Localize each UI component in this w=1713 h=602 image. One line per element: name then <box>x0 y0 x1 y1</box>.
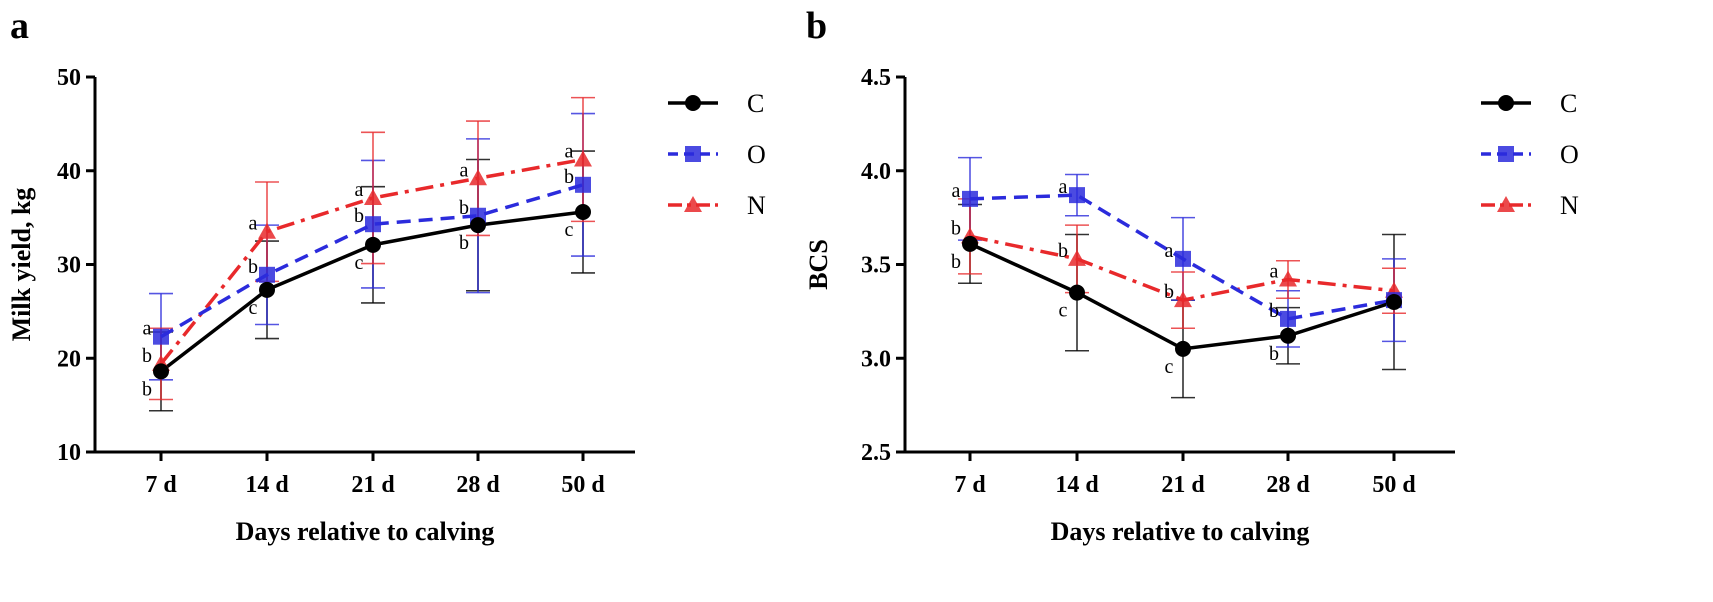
significance-letter: c <box>565 219 574 241</box>
legend-label: N <box>1560 191 1579 220</box>
data-point-c <box>1069 284 1085 301</box>
series-line-n <box>159 157 584 365</box>
significance-letter: c <box>355 252 364 274</box>
legend-marker-c <box>685 95 701 111</box>
y-tick-label: 3.0 <box>861 346 891 372</box>
series-line-c <box>159 210 584 373</box>
significance-letter: b <box>354 205 364 227</box>
data-point-o <box>365 216 381 233</box>
significance-letter: a <box>355 179 364 201</box>
significance-letter: b <box>1164 281 1174 303</box>
series-line-n <box>969 234 1395 302</box>
data-point-c <box>575 204 591 220</box>
data-point-c <box>1386 294 1402 310</box>
data-point-c <box>153 363 169 380</box>
significance-letter: b <box>1058 240 1068 262</box>
data-point-c <box>962 235 978 252</box>
y-tick-label: 10 <box>57 440 81 466</box>
significance-letter: b <box>951 217 961 239</box>
significance-letter: a <box>1270 261 1279 283</box>
x-tick-label: 50 d <box>561 472 605 498</box>
significance-letter: b <box>1269 343 1279 365</box>
significance-letter: c <box>1165 356 1174 378</box>
data-point-o <box>1069 187 1085 204</box>
y-tick-label: 2.5 <box>861 440 891 466</box>
y-axis-title: Milk yield, kg <box>7 188 36 342</box>
y-tick-label: 20 <box>57 346 81 372</box>
panel-letter: a <box>10 5 29 47</box>
legend-marker-c <box>1498 95 1514 111</box>
significance-letter: b <box>142 345 152 367</box>
data-point-c <box>1280 327 1296 344</box>
x-tick-label: 7 d <box>954 472 986 498</box>
significance-letter: b <box>142 378 152 400</box>
data-point-c <box>365 236 381 253</box>
data-point-o <box>153 328 169 345</box>
significance-letter: a <box>1059 176 1068 198</box>
data-point-o <box>575 176 591 193</box>
x-tick-label: 7 d <box>145 472 177 498</box>
x-tick-label: 14 d <box>245 472 289 498</box>
significance-letter: a <box>565 141 574 163</box>
y-tick-label: 40 <box>57 159 81 185</box>
data-point-o <box>1175 250 1191 267</box>
significance-letter: a <box>460 159 469 181</box>
data-point-n <box>364 188 382 205</box>
x-tick-label: 50 d <box>1372 472 1416 498</box>
legend-marker-o <box>1498 146 1514 162</box>
y-tick-label: 3.5 <box>861 253 891 279</box>
significance-letter: c <box>249 297 258 319</box>
y-axis-title: BCS <box>804 239 833 290</box>
data-point-o <box>962 190 978 207</box>
x-tick-label: 28 d <box>456 472 500 498</box>
legend-label: O <box>1560 140 1579 169</box>
y-tick-label: 30 <box>57 253 81 279</box>
series-line-o <box>160 183 584 339</box>
data-point-c <box>1175 340 1191 357</box>
legend-label: N <box>747 191 766 220</box>
data-point-o <box>1280 310 1296 327</box>
significance-letter: b <box>248 256 258 278</box>
significance-letter: a <box>143 318 152 340</box>
x-tick-label: 14 d <box>1055 472 1099 498</box>
legend-label: C <box>1560 89 1577 118</box>
data-point-n <box>574 150 592 167</box>
significance-letter: a <box>249 213 258 235</box>
legend-label: C <box>747 89 764 118</box>
x-tick-label: 28 d <box>1266 472 1310 498</box>
legend-label: O <box>747 140 766 169</box>
significance-letter: b <box>459 232 469 254</box>
data-point-c <box>259 281 275 298</box>
data-point-n <box>258 222 276 239</box>
significance-letter: b <box>564 166 574 188</box>
y-tick-label: 4.0 <box>861 159 891 185</box>
data-point-n <box>1174 291 1192 308</box>
significance-letter: c <box>1059 300 1068 322</box>
x-axis-title: Days relative to calving <box>1051 517 1310 546</box>
significance-letter: b <box>1269 300 1279 322</box>
legend-marker-n <box>684 196 702 212</box>
legend-marker-o <box>685 146 701 162</box>
significance-letter: a <box>952 180 961 202</box>
y-tick-label: 4.5 <box>861 65 891 91</box>
x-tick-label: 21 d <box>1161 472 1205 498</box>
data-point-n <box>1068 249 1086 266</box>
legend-marker-n <box>1497 196 1515 212</box>
y-tick-label: 50 <box>57 65 81 91</box>
data-point-n <box>469 169 487 186</box>
significance-letter: a <box>1165 240 1174 262</box>
significance-letter: b <box>951 251 961 273</box>
panel-a: a 10 20 30 40 50 7 d 14 d 21 d 28 d 50 d Days relat… <box>7 5 766 546</box>
data-point-o <box>259 266 275 283</box>
x-axis-title: Days relative to calving <box>236 517 495 546</box>
data-point-n <box>1279 270 1297 287</box>
panel-b: b 2.5 3.0 3.5 4.0 4.5 7 d 14 d 21 d 28 d 50 d Days … <box>804 5 1579 546</box>
x-tick-label: 21 d <box>351 472 395 498</box>
significance-letter: b <box>459 197 469 219</box>
data-point-c <box>470 217 486 234</box>
panel-letter: b <box>806 5 827 47</box>
